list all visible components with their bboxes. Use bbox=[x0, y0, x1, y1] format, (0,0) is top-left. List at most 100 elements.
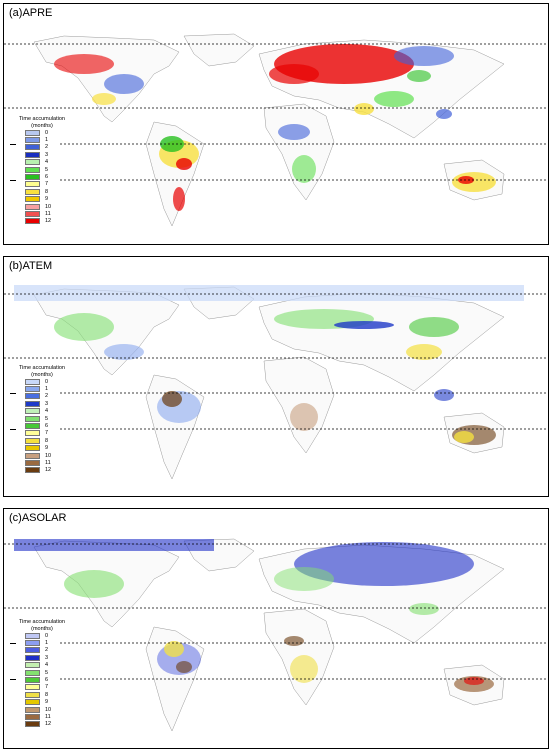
panel-title: (b)ATEM bbox=[9, 260, 53, 272]
legend-swatch bbox=[25, 408, 40, 415]
legend-label: 4 bbox=[45, 662, 49, 669]
latitude-tick bbox=[10, 180, 16, 181]
legend-item: 9 bbox=[12, 445, 72, 452]
legend-swatch bbox=[25, 218, 40, 225]
legend-item: 1 bbox=[12, 136, 72, 144]
legend-label: 5 bbox=[45, 415, 49, 422]
legend-swatch bbox=[25, 654, 40, 661]
legend-label: 9 bbox=[45, 196, 49, 203]
legend-title: Time accumulation (months) bbox=[19, 365, 65, 378]
legend-item: 2 bbox=[12, 393, 72, 400]
legend-item: 3 bbox=[12, 400, 72, 407]
legend-label: 9 bbox=[45, 699, 49, 706]
legend-swatch bbox=[25, 691, 40, 698]
accumulation-patches bbox=[14, 285, 524, 445]
latitude-tick bbox=[10, 393, 16, 394]
panel-c: (c)ASOLAR bbox=[3, 508, 549, 749]
legend-item: 5 bbox=[12, 669, 72, 676]
legend-swatch bbox=[25, 174, 40, 181]
land-outline bbox=[33, 286, 505, 480]
legend-label: 11 bbox=[45, 210, 51, 217]
legend-label: 12 bbox=[45, 467, 52, 474]
legend-swatch bbox=[25, 144, 40, 151]
legend-item: 10 bbox=[12, 452, 72, 459]
legend-swatch bbox=[25, 203, 40, 210]
panel-b: (b)ATEM bbox=[3, 256, 549, 497]
legend-label: 10 bbox=[45, 203, 52, 210]
legend-item: 12 bbox=[12, 721, 72, 728]
legend-label: 0 bbox=[45, 378, 49, 385]
legend-swatch bbox=[25, 166, 40, 173]
legend-item: 8 bbox=[12, 691, 72, 698]
legend-label: 6 bbox=[45, 423, 49, 430]
legend-label: 2 bbox=[45, 144, 49, 151]
legend-swatch bbox=[25, 129, 40, 136]
legend-swatch bbox=[25, 188, 40, 195]
legend-swatch bbox=[25, 640, 40, 647]
legend-item: 5 bbox=[12, 166, 72, 173]
legend-swatch bbox=[25, 662, 40, 669]
legend-item: 6 bbox=[12, 676, 72, 684]
legend-swatch bbox=[25, 210, 40, 217]
legend-swatch bbox=[25, 400, 40, 407]
legend-label: 11 bbox=[45, 713, 51, 720]
legend-item: 2 bbox=[12, 647, 72, 654]
legend-swatch bbox=[25, 386, 40, 393]
legend-item: 9 bbox=[12, 196, 72, 203]
legend-swatch bbox=[25, 706, 40, 713]
legend-item: 4 bbox=[12, 662, 72, 669]
legend-title: Time accumulation (months) bbox=[19, 116, 65, 129]
legend-item: 12 bbox=[12, 467, 72, 474]
legend-label: 10 bbox=[45, 452, 52, 459]
legend-swatch bbox=[25, 647, 40, 654]
legend-swatch bbox=[25, 459, 40, 466]
legend-label: 2 bbox=[45, 647, 49, 654]
latitude-lines bbox=[4, 43, 548, 181]
legend-item: 11 bbox=[12, 713, 72, 720]
accumulation-patches bbox=[54, 44, 496, 211]
legend-label: 1 bbox=[45, 137, 49, 144]
legend-item: 7 bbox=[12, 684, 72, 691]
accumulation-patches bbox=[14, 539, 494, 692]
legend-swatch bbox=[25, 423, 40, 430]
legend-swatch bbox=[25, 430, 40, 437]
legend-label: 3 bbox=[45, 654, 49, 661]
panel-title: (c)ASOLAR bbox=[9, 512, 67, 524]
legend-label: 3 bbox=[45, 151, 49, 158]
legend-swatch bbox=[25, 415, 40, 422]
legend-label: 7 bbox=[45, 430, 49, 437]
legend-label: 12 bbox=[45, 721, 52, 728]
legend-swatch bbox=[25, 713, 40, 720]
legend-swatch bbox=[25, 196, 40, 203]
legend-label: 8 bbox=[45, 188, 49, 195]
legend-label: 9 bbox=[45, 445, 49, 452]
legend-label: 5 bbox=[45, 166, 49, 173]
legend-label: 8 bbox=[45, 437, 49, 444]
latitude-tick bbox=[10, 643, 16, 644]
legend-swatch bbox=[25, 669, 40, 676]
latitude-lines bbox=[4, 293, 548, 430]
legend-title: Time accumulation (months) bbox=[19, 619, 65, 632]
legend-label: 10 bbox=[45, 706, 52, 713]
legend-swatch bbox=[25, 137, 40, 144]
legend-item: 12 bbox=[12, 218, 72, 225]
legend-swatch bbox=[25, 393, 40, 400]
world-map-b bbox=[4, 285, 548, 480]
panel-a: (a)APRE bbox=[3, 3, 549, 245]
legend: Time accumulation (months) 0 1 2 3 4 5 6 7 8 9 10 1… bbox=[12, 619, 72, 728]
legend-item: 3 bbox=[12, 654, 72, 661]
legend-item: 0 bbox=[12, 632, 72, 639]
legend-item: 1 bbox=[12, 639, 72, 647]
legend-swatch bbox=[25, 181, 40, 188]
panel-title: (a)APRE bbox=[9, 7, 53, 19]
legend-item: 5 bbox=[12, 415, 72, 422]
legend-item: 10 bbox=[12, 203, 72, 210]
legend-swatch bbox=[25, 677, 40, 684]
legend-item: 8 bbox=[12, 188, 72, 195]
legend-item: 2 bbox=[12, 144, 72, 151]
world-map-a bbox=[4, 33, 548, 227]
legend-label: 5 bbox=[45, 669, 49, 676]
legend-label: 7 bbox=[45, 684, 49, 691]
legend-item: 8 bbox=[12, 437, 72, 444]
legend-item: 4 bbox=[12, 408, 72, 415]
